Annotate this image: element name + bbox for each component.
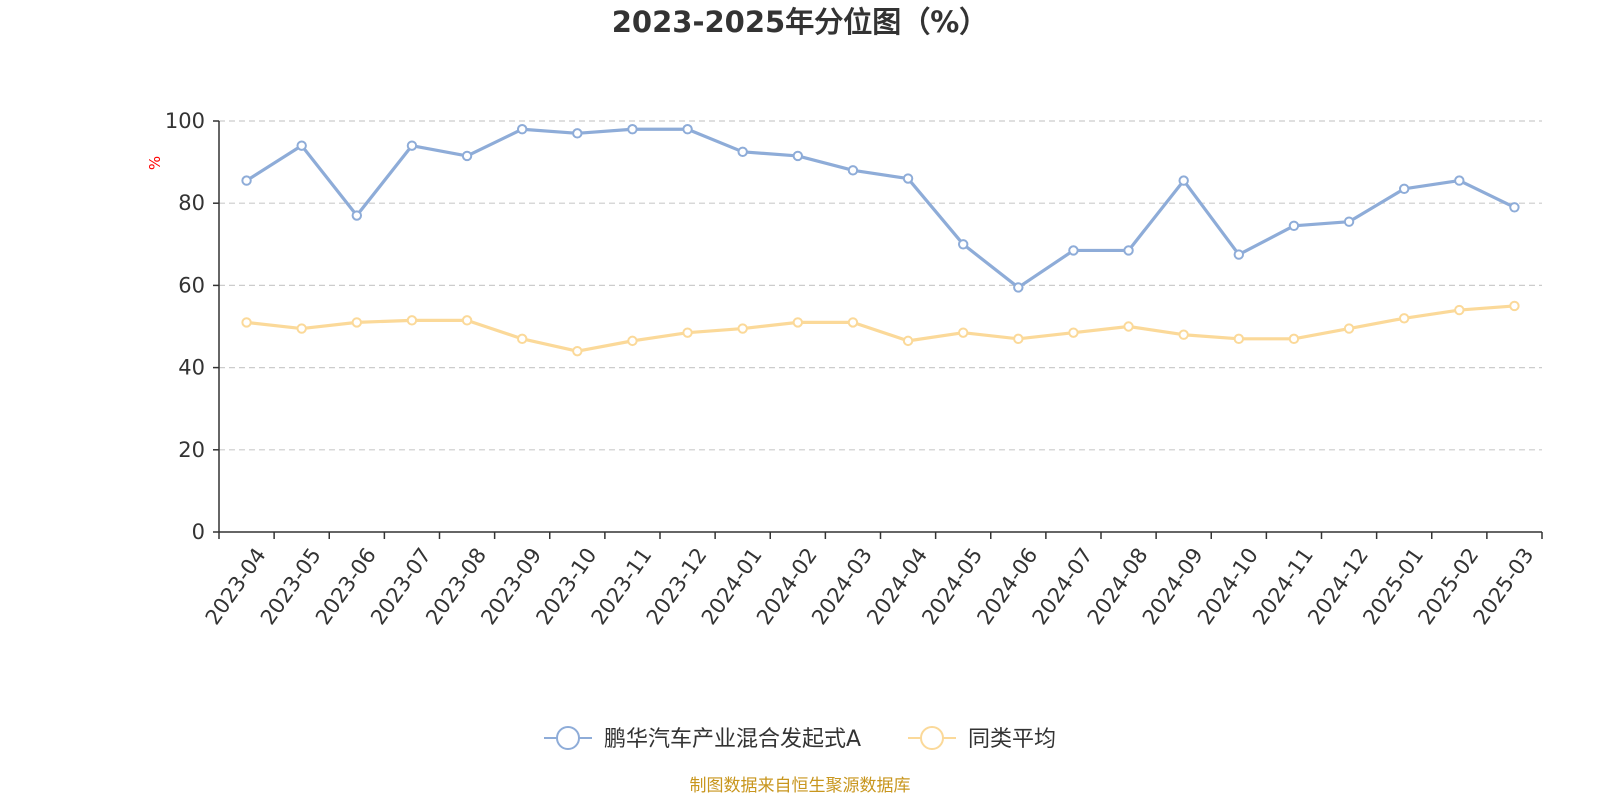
data-point-1-2023-09[interactable]	[516, 333, 528, 345]
data-point-0-2024-10[interactable]	[1233, 249, 1245, 260]
data-point-1-2025-01[interactable]	[1398, 313, 1410, 324]
data-point-0-2023-12[interactable]	[682, 124, 693, 135]
data-point-0-2024-06[interactable]	[1013, 282, 1024, 293]
chart-title: 2023-2025年分位图（%）	[612, 5, 989, 39]
data-point-0-2023-11[interactable]	[627, 124, 638, 135]
x-tick-labels: 2023-042023-052023-062023-072023-082023-…	[201, 544, 1539, 630]
legend-label-0: 鹏华汽车产业混合发起式A	[604, 727, 861, 752]
data-point-1-2024-06[interactable]	[1013, 333, 1024, 345]
legend-label-1: 同类平均	[968, 727, 1056, 752]
data-point-1-2024-12[interactable]	[1343, 323, 1355, 334]
data-point-0-2023-06[interactable]	[351, 210, 363, 221]
source-note: 制图数据来自恒生聚源数据库	[690, 776, 911, 796]
data-point-1-2023-12[interactable]	[682, 327, 693, 338]
series-line-0	[244, 127, 1517, 290]
data-point-1-2024-03[interactable]	[847, 317, 859, 328]
data-point-0-2023-05[interactable]	[296, 140, 307, 151]
data-point-1-2023-05[interactable]	[296, 323, 307, 334]
data-point-1-2024-07[interactable]	[1068, 327, 1079, 338]
y-tick-label-20: 20	[178, 438, 205, 462]
y-tick-label-40: 40	[178, 356, 205, 380]
y-tick-labels: 0 20 40 60 80 100	[165, 109, 205, 544]
data-point-1-2025-03[interactable]	[1509, 300, 1520, 312]
data-point-0-2024-11[interactable]	[1288, 220, 1300, 232]
series-0	[241, 124, 1520, 293]
data-point-1-2023-10[interactable]	[572, 345, 583, 357]
data-point-0-2023-07[interactable]	[406, 140, 418, 151]
y-axis-unit: %	[146, 156, 164, 170]
data-point-0-2023-10[interactable]	[572, 128, 583, 139]
data-point-1-2023-08[interactable]	[461, 315, 473, 326]
y-tick-label-80: 80	[178, 191, 205, 215]
data-point-0-2023-04[interactable]	[241, 175, 252, 186]
axes	[213, 120, 1543, 539]
data-point-0-2025-01[interactable]	[1398, 183, 1410, 195]
data-point-0-2024-09[interactable]	[1178, 175, 1189, 186]
legend-marker-1	[920, 726, 944, 750]
data-point-1-2023-11[interactable]	[627, 335, 638, 347]
data-point-0-2023-09[interactable]	[516, 124, 528, 135]
data-point-0-2024-02[interactable]	[792, 150, 804, 162]
data-point-1-2025-02[interactable]	[1454, 304, 1465, 316]
data-point-0-2025-03[interactable]	[1509, 202, 1520, 213]
data-point-1-2024-04[interactable]	[902, 335, 914, 347]
data-point-1-2024-08[interactable]	[1123, 321, 1134, 332]
series-lines	[241, 124, 1520, 357]
data-point-0-2024-05[interactable]	[957, 239, 969, 250]
series-1	[241, 300, 1520, 357]
legend-marker-0	[556, 726, 580, 750]
legend-item-0[interactable]: 鹏华汽车产业混合发起式A	[544, 726, 861, 752]
y-tick-label-100: 100	[165, 109, 205, 133]
data-point-1-2023-04[interactable]	[241, 317, 252, 328]
data-point-1-2024-01[interactable]	[737, 323, 748, 334]
data-point-1-2023-06[interactable]	[351, 317, 363, 328]
data-point-0-2024-08[interactable]	[1123, 245, 1134, 256]
y-tick-label-60: 60	[178, 273, 205, 297]
data-point-1-2023-07[interactable]	[406, 315, 418, 326]
data-point-0-2025-02[interactable]	[1454, 175, 1465, 186]
data-point-0-2024-04[interactable]	[902, 173, 914, 184]
data-point-0-2024-12[interactable]	[1343, 216, 1355, 227]
legend[interactable]: 鹏华汽车产业混合发起式A 同类平均	[544, 726, 1056, 752]
data-point-1-2024-09[interactable]	[1178, 329, 1189, 340]
y-tick-label-0: 0	[192, 520, 205, 544]
series-line-1	[244, 304, 1517, 353]
data-point-0-2024-01[interactable]	[737, 146, 748, 158]
data-point-0-2023-08[interactable]	[461, 150, 473, 162]
data-point-1-2024-02[interactable]	[792, 317, 804, 328]
data-point-1-2024-05[interactable]	[957, 327, 969, 338]
data-point-1-2024-11[interactable]	[1288, 333, 1300, 345]
grid-lines	[219, 120, 1542, 451]
legend-item-1[interactable]: 同类平均	[908, 726, 1056, 752]
data-point-1-2024-10[interactable]	[1233, 333, 1245, 345]
data-point-0-2024-03[interactable]	[847, 165, 859, 176]
data-point-0-2024-07[interactable]	[1068, 245, 1079, 256]
